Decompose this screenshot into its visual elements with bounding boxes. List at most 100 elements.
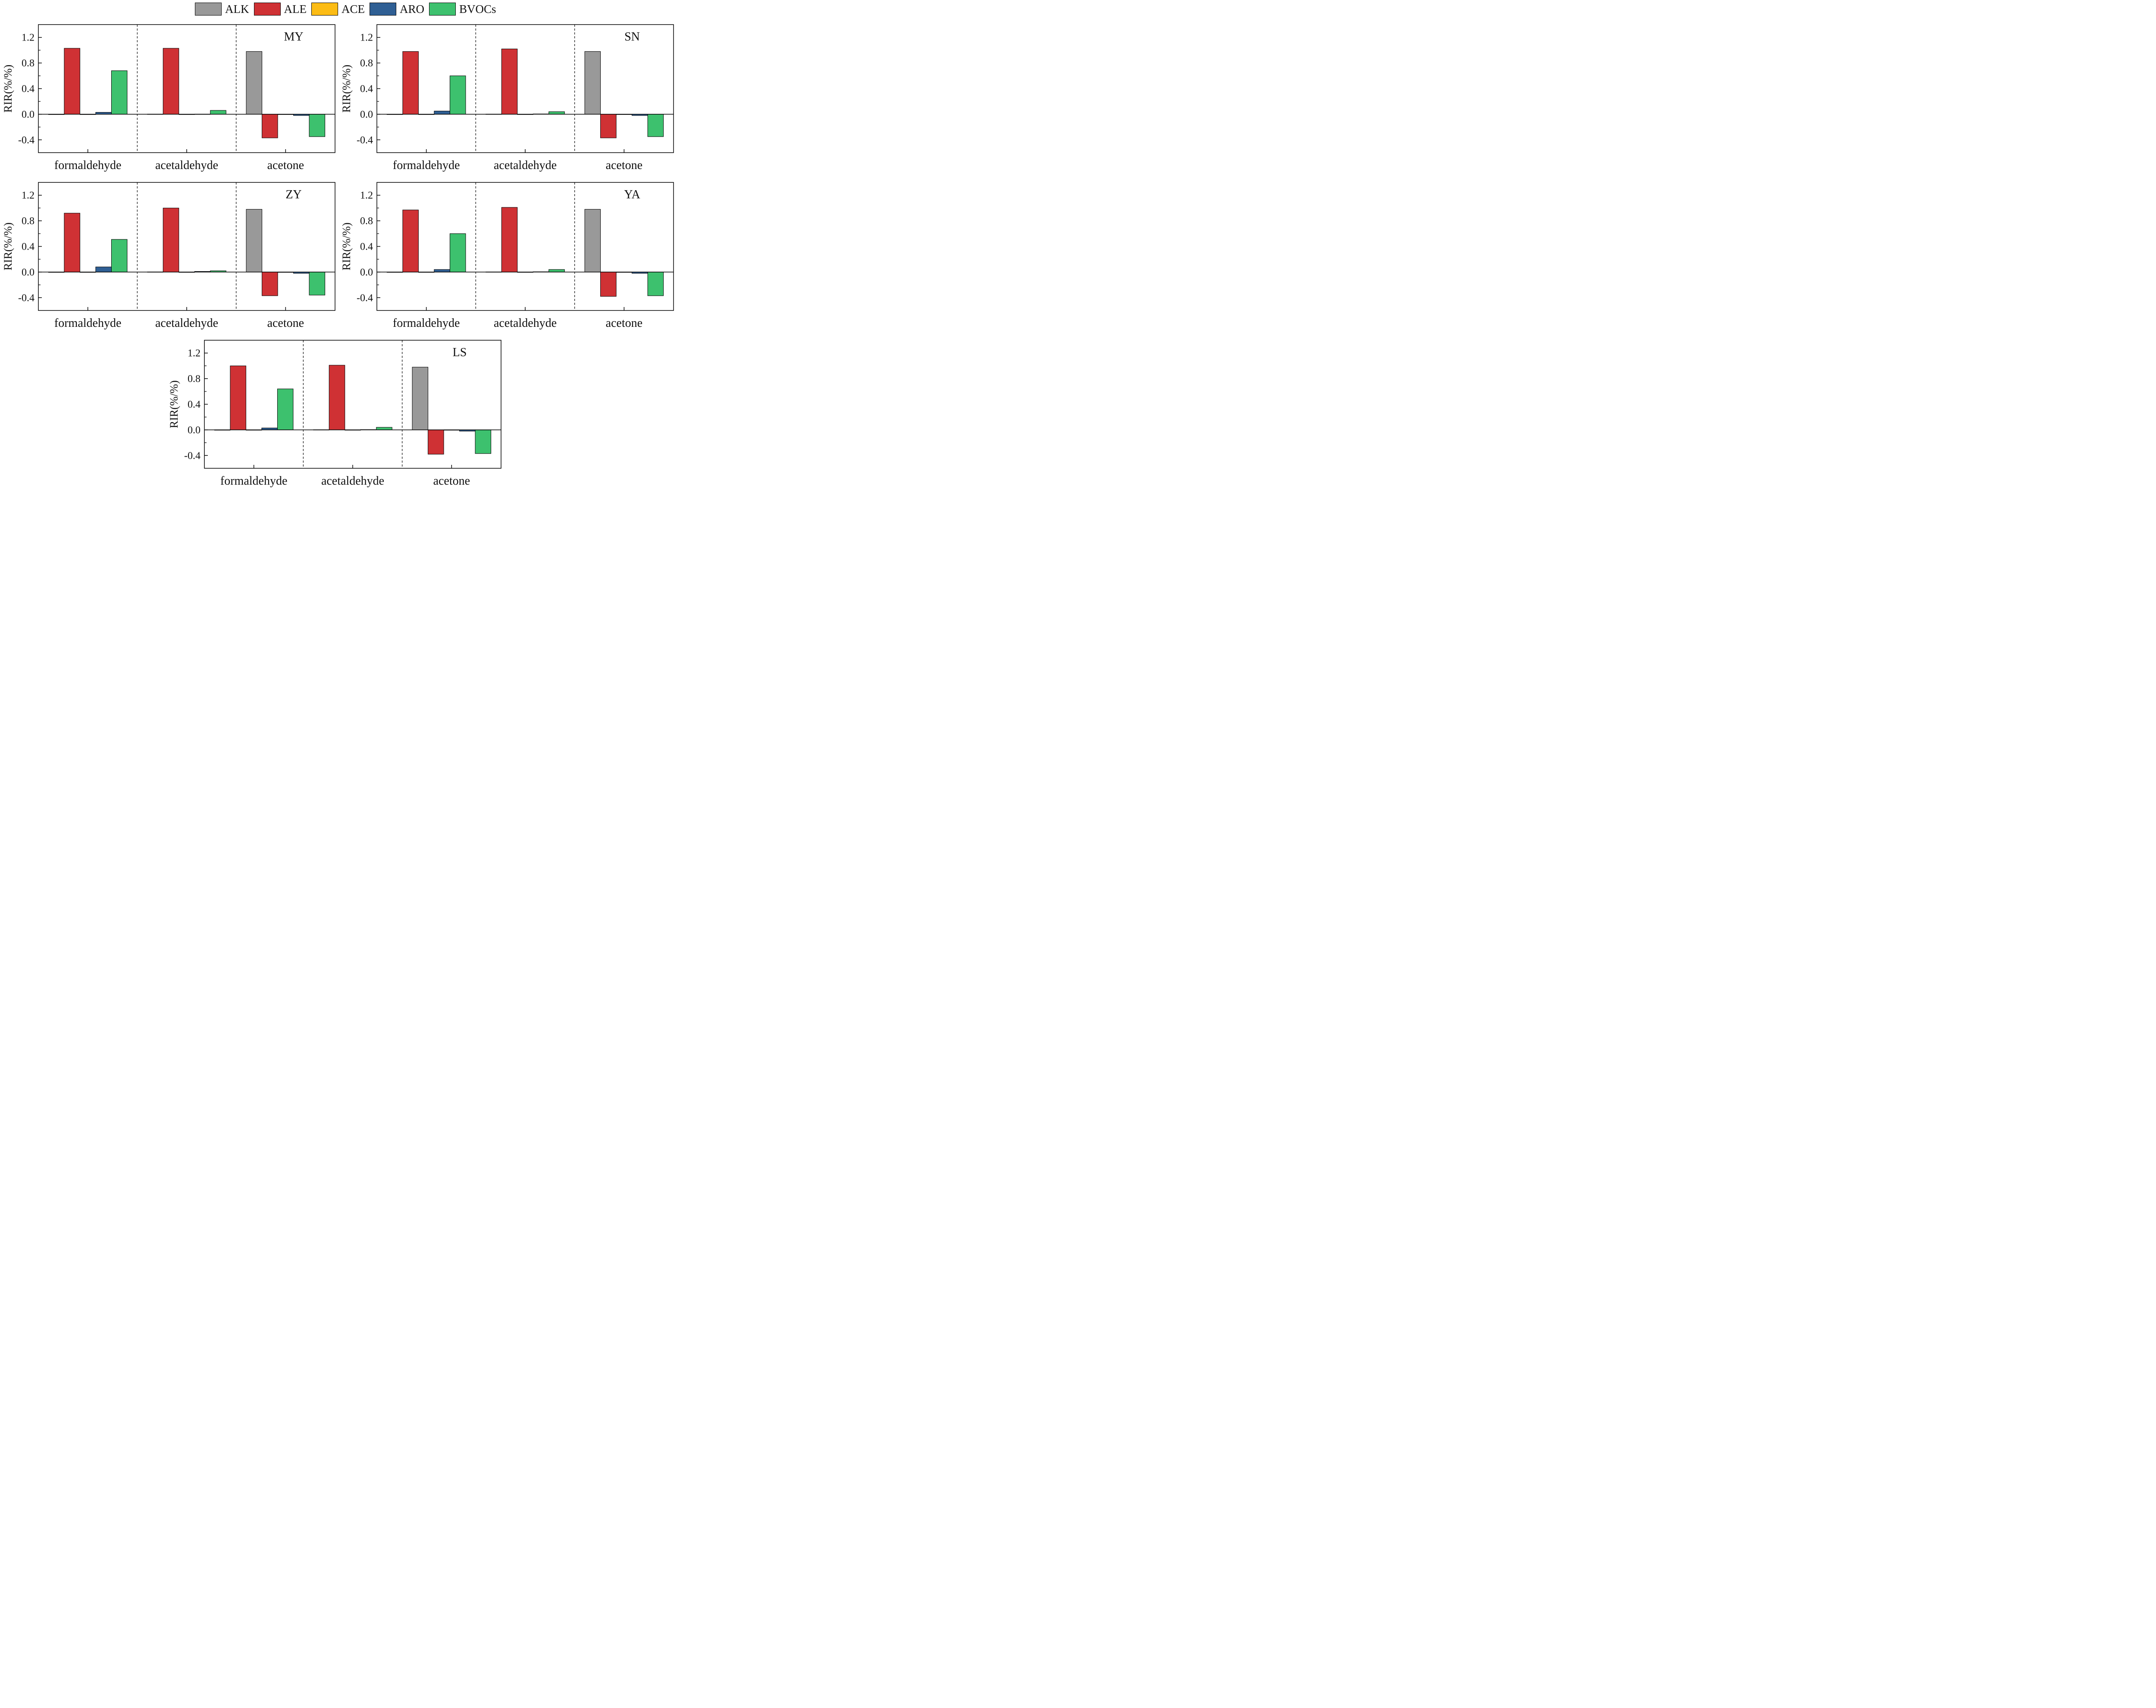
- bar-ale-acetone: [600, 114, 617, 138]
- bar-alk-acetone: [412, 367, 429, 430]
- y-tick-label: 0.8: [22, 216, 34, 227]
- legend-swatch-alk: [195, 3, 222, 16]
- plot-frame: [376, 24, 674, 153]
- bar-bvocs-acetone: [647, 272, 664, 296]
- y-tick-label: -0.4: [357, 135, 373, 146]
- panel-ls: 1.2 0.8 0.4 0.0 -0.4 RIR(%/%) formaldehyde acet…: [168, 340, 501, 488]
- legend-swatch-bvocs: [429, 3, 456, 16]
- bar-alk-acetone: [246, 209, 263, 273]
- legend-swatch-ace: [311, 3, 338, 16]
- panel-title: SN: [624, 30, 640, 44]
- panel-my: 1.2 0.8 0.4 0.0 -0.4 RIR(%/%) formaldehyde acet…: [2, 24, 335, 172]
- legend-label-ace: ACE: [341, 2, 365, 16]
- panel-title: LS: [453, 346, 467, 359]
- bar-ale-formaldehyde: [230, 365, 246, 430]
- y-tick-label: 0.4: [22, 241, 34, 253]
- bar-alk-acetone: [246, 51, 263, 115]
- x-category-label-acetaldehyde: acetaldehyde: [321, 474, 384, 488]
- y-tick-label: -0.4: [357, 292, 373, 304]
- bar-bvocs-acetone: [647, 114, 664, 137]
- y-tick-label: 0.8: [360, 58, 373, 69]
- y-tick-label: 1.2: [22, 32, 34, 44]
- legend-label-bvocs: BVOCs: [459, 2, 496, 16]
- bar-ale-formaldehyde: [402, 51, 419, 115]
- chart-panels: 1.2 0.8 0.4 0.0 -0.4 RIR(%/%) formaldehyde acet…: [2, 24, 674, 488]
- y-axis-label: RIR(%/%): [340, 65, 353, 113]
- bar-ale-acetone: [600, 272, 617, 297]
- panel-title: YA: [624, 188, 640, 201]
- x-category-label-acetone: acetone: [606, 159, 643, 172]
- bar-ale-acetaldehyde: [163, 207, 179, 273]
- y-tick-label: 1.2: [360, 190, 373, 201]
- bar-bvocs-formaldehyde: [449, 233, 466, 273]
- legend-swatch-ale: [254, 3, 281, 16]
- y-tick-label: 0.8: [360, 216, 373, 227]
- y-tick-label: -0.4: [18, 292, 34, 304]
- bar-bvocs-formaldehyde: [449, 75, 466, 115]
- bar-bvocs-acetone: [475, 429, 492, 454]
- x-category-label-formaldehyde: formaldehyde: [220, 474, 288, 488]
- legend-label-ale: ALE: [284, 2, 307, 16]
- x-category-label-formaldehyde: formaldehyde: [54, 317, 122, 330]
- bar-aro-formaldehyde: [434, 269, 450, 273]
- bar-ale-acetaldehyde: [501, 48, 518, 115]
- y-axis-label: RIR(%/%): [340, 223, 353, 270]
- y-tick-label: 0.0: [360, 109, 373, 120]
- y-tick-label: 0.0: [188, 425, 201, 436]
- bar-alk-acetone: [584, 209, 601, 273]
- y-axis-label: RIR(%/%): [2, 223, 14, 270]
- x-category-label-formaldehyde: formaldehyde: [393, 159, 460, 172]
- y-tick-label: -0.4: [18, 135, 34, 146]
- x-category-label-acetone: acetone: [267, 159, 304, 172]
- legend-item-ale: ALE: [254, 3, 307, 16]
- plot-frame: [204, 340, 501, 469]
- bar-ale-acetone: [262, 272, 278, 296]
- legend-item-ace: ACE: [311, 3, 365, 16]
- x-category-label-acetone: acetone: [606, 317, 643, 330]
- x-category-label-acetaldehyde: acetaldehyde: [494, 317, 557, 330]
- panel-ya: 1.2 0.8 0.4 0.0 -0.4 RIR(%/%) formaldehyde acet…: [340, 182, 674, 330]
- bar-bvocs-acetone: [309, 272, 326, 295]
- y-tick-label: 0.8: [188, 373, 201, 385]
- bar-ale-acetone: [262, 114, 278, 138]
- bar-bvocs-formaldehyde: [111, 70, 128, 115]
- y-tick-label: 0.4: [360, 241, 373, 253]
- x-category-label-formaldehyde: formaldehyde: [54, 159, 122, 172]
- y-tick-label: 1.2: [188, 348, 201, 359]
- x-category-label-formaldehyde: formaldehyde: [393, 317, 460, 330]
- bar-bvocs-formaldehyde: [111, 239, 128, 273]
- y-tick-label: -0.4: [184, 450, 201, 461]
- legend: ALK ALE ACE ARO BVOCs: [195, 2, 501, 16]
- plot-frame: [376, 182, 674, 311]
- legend-item-bvocs: BVOCs: [429, 3, 496, 16]
- bar-aro-formaldehyde: [434, 110, 450, 115]
- panel-sn: 1.2 0.8 0.4 0.0 -0.4 RIR(%/%) formaldehyde acet…: [340, 24, 674, 172]
- legend-item-aro: ARO: [369, 2, 424, 16]
- x-category-label-acetaldehyde: acetaldehyde: [155, 159, 218, 172]
- bar-bvocs-acetaldehyde: [548, 269, 565, 273]
- bar-ale-formaldehyde: [64, 213, 80, 273]
- figure: ALK ALE ACE ARO BVOCs 1.2 0.8 0.4 0.0 -0.4 RI…: [0, 0, 675, 489]
- y-tick-label: 0.4: [188, 399, 201, 411]
- y-tick-label: 1.2: [360, 32, 373, 44]
- y-tick-label: 1.2: [22, 190, 34, 201]
- bar-ale-acetaldehyde: [329, 365, 345, 430]
- bar-bvocs-acetaldehyde: [548, 111, 565, 115]
- y-tick-label: 0.0: [22, 267, 34, 278]
- bar-ale-formaldehyde: [402, 210, 419, 273]
- y-tick-label: 0.0: [360, 267, 373, 278]
- bar-aro-formaldehyde: [95, 266, 112, 273]
- legend-swatch-aro: [369, 3, 396, 16]
- x-category-label-acetone: acetone: [433, 474, 470, 488]
- panel-title: MY: [284, 30, 303, 44]
- bar-ale-acetone: [428, 429, 444, 454]
- y-tick-label: 0.4: [22, 84, 34, 95]
- y-tick-label: 0.8: [22, 58, 34, 69]
- bar-bvocs-acetone: [309, 114, 326, 137]
- bar-ale-formaldehyde: [64, 48, 80, 115]
- legend-label-aro: ARO: [399, 2, 424, 16]
- bar-ale-acetaldehyde: [163, 48, 179, 115]
- bar-alk-acetone: [584, 51, 601, 115]
- panel-zy: 1.2 0.8 0.4 0.0 -0.4 RIR(%/%) formaldehyde acet…: [2, 182, 335, 330]
- panel-title: ZY: [285, 188, 301, 201]
